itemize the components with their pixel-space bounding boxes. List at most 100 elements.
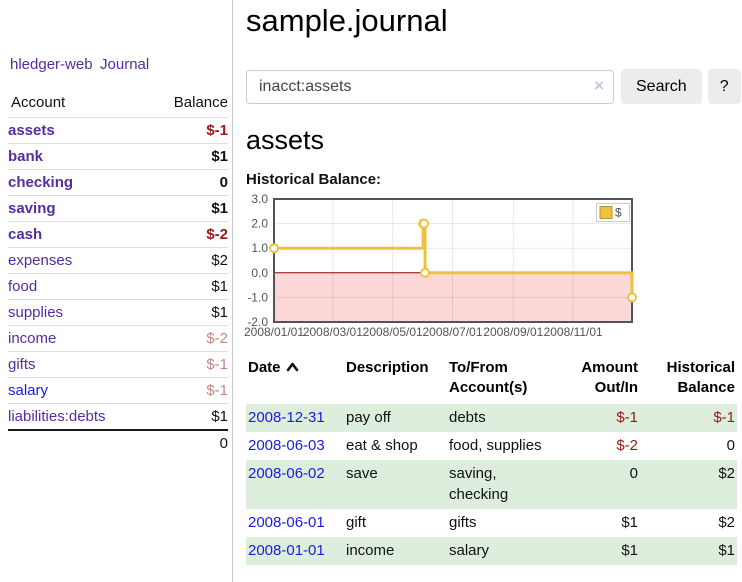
- app-brand-link[interactable]: hledger-web: [10, 56, 93, 73]
- account-row: assets $-1: [8, 117, 228, 144]
- account-row: liabilities:debts $1: [8, 403, 228, 430]
- transaction-accounts: gifts: [449, 514, 477, 531]
- column-header-balance: Historical Balance: [666, 359, 735, 396]
- accounts-total: 0: [8, 429, 228, 456]
- account-row: income $-2: [8, 325, 228, 352]
- account-row: saving $1: [8, 195, 228, 222]
- account-link[interactable]: expenses: [8, 252, 73, 269]
- transaction-amount: 0: [629, 465, 638, 482]
- account-balance: $1: [158, 143, 228, 170]
- account-link[interactable]: cash: [8, 226, 43, 243]
- account-tree-header: Account Balance: [8, 90, 228, 118]
- svg-text:$: $: [615, 206, 622, 220]
- account-balance: $-1: [158, 117, 228, 144]
- search-box: ×: [246, 69, 614, 104]
- transaction-amount: $-2: [616, 437, 638, 454]
- account-row: supplies $1: [8, 299, 228, 326]
- account-link[interactable]: salary: [8, 382, 49, 399]
- account-link[interactable]: bank: [8, 148, 44, 165]
- account-balance: $1: [158, 273, 228, 300]
- transaction-amount: $-1: [616, 409, 638, 426]
- balance-column-header: Balance: [173, 94, 228, 111]
- transaction-date-link[interactable]: 2008-06-02: [248, 465, 325, 482]
- account-link[interactable]: liabilities:debts: [8, 408, 106, 425]
- transaction-accounts: saving, checking: [449, 465, 509, 503]
- transaction-amount: $1: [621, 514, 638, 531]
- transaction-balance: $2: [718, 514, 735, 531]
- account-balance: $1: [158, 403, 228, 430]
- account-row: checking 0: [8, 169, 228, 196]
- account-heading: assets: [246, 125, 325, 155]
- column-header-amount: Amount Out/In: [581, 359, 638, 396]
- account-balance: $1: [158, 195, 228, 222]
- register-row: 2008-06-01 gift gifts $1 $2: [246, 509, 737, 537]
- account-link[interactable]: food: [8, 278, 38, 295]
- account-balance: $-2: [158, 325, 228, 352]
- transaction-amount: $1: [621, 542, 638, 559]
- account-row: expenses $2: [8, 247, 228, 274]
- svg-text:2.0: 2.0: [251, 217, 268, 231]
- sort-ascending-icon: [286, 358, 299, 378]
- transaction-description: pay off: [346, 409, 391, 426]
- register-row: 2008-06-03 eat & shop food, supplies $-2 0: [246, 432, 737, 460]
- register-table: Date Description To/From Account(s) Amou…: [246, 356, 737, 565]
- svg-text:1.0: 1.0: [251, 241, 268, 255]
- historical-balance-chart: $3.0 2.0 1.0 0.0 -1.0 -2.02008/01/012008/03/0…: [244, 192, 637, 339]
- search-button[interactable]: Search: [621, 69, 702, 104]
- search-input[interactable]: [246, 69, 614, 104]
- transaction-description: eat & shop: [346, 437, 418, 454]
- account-row: salary $-1: [8, 377, 228, 404]
- account-row: food $1: [8, 273, 228, 300]
- account-link[interactable]: supplies: [8, 304, 64, 321]
- svg-text:2008/03/01: 2008/03/01: [303, 325, 363, 339]
- svg-text:2008/09/01: 2008/09/01: [483, 325, 543, 339]
- transaction-date-link[interactable]: 2008-06-03: [248, 437, 325, 454]
- svg-text:2008/07/01: 2008/07/01: [422, 325, 482, 339]
- transaction-date-link[interactable]: 2008-12-31: [248, 409, 325, 426]
- account-tree: Account Balance assets $-1 bank $1 checking 0…: [8, 90, 228, 456]
- sidebar: hledger-web Journal Account Balance asse…: [0, 0, 233, 582]
- transaction-balance: $2: [718, 465, 735, 482]
- main-content: sample.journal × Search ? assets Histori…: [233, 0, 742, 582]
- column-header-date[interactable]: Date: [246, 356, 344, 404]
- register-table-body: 2008-12-31 pay off debts $-1 $-1 2008-06-03 ea…: [246, 404, 737, 565]
- account-link[interactable]: assets: [8, 122, 55, 139]
- register-header-row: Date Description To/From Account(s) Amou…: [246, 356, 737, 404]
- transaction-date-link[interactable]: 2008-01-01: [248, 542, 325, 559]
- clear-search-icon[interactable]: ×: [594, 75, 604, 95]
- account-link[interactable]: gifts: [8, 356, 36, 373]
- search-form: × Search ?: [246, 69, 742, 104]
- svg-text:2008/11/01: 2008/11/01: [544, 325, 603, 339]
- chart-title: Historical Balance:: [246, 171, 382, 188]
- account-tree-body: assets $-1 bank $1 checking 0 saving $1 cash $-2 e…: [8, 117, 228, 456]
- transaction-accounts: salary: [449, 542, 490, 559]
- account-link[interactable]: checking: [8, 174, 74, 191]
- svg-text:0.0: 0.0: [251, 266, 268, 280]
- svg-text:2008/01/01: 2008/01/01: [244, 325, 304, 339]
- account-column-header: Account: [11, 94, 66, 111]
- account-link[interactable]: saving: [8, 200, 56, 217]
- account-balance: $-1: [158, 377, 228, 404]
- svg-text:-2.0: -2.0: [247, 315, 268, 329]
- account-row: gifts $-1: [8, 351, 228, 378]
- column-header-accounts: To/From Account(s): [449, 359, 528, 396]
- transaction-date-link[interactable]: 2008-06-01: [248, 514, 325, 531]
- transaction-description: gift: [346, 514, 367, 531]
- sidebar-item-journal[interactable]: Journal: [100, 56, 150, 73]
- account-row: bank $1: [8, 143, 228, 170]
- account-balance: $-1: [158, 351, 228, 378]
- transaction-description: save: [346, 465, 378, 482]
- transaction-description: income: [346, 542, 395, 559]
- account-row: cash $-2: [8, 221, 228, 248]
- svg-text:3.0: 3.0: [251, 192, 268, 206]
- register-row: 2008-12-31 pay off debts $-1 $-1: [246, 404, 737, 432]
- help-button[interactable]: ?: [707, 69, 741, 104]
- transaction-accounts: food, supplies: [449, 437, 542, 454]
- svg-text:2008/05/01: 2008/05/01: [363, 325, 423, 339]
- account-link[interactable]: income: [8, 330, 57, 347]
- register-row: 2008-01-01 income salary $1 $1: [246, 537, 737, 565]
- page-title: sample.journal: [246, 3, 448, 38]
- transaction-balance: $-1: [713, 409, 735, 426]
- transaction-balance: 0: [726, 437, 735, 454]
- transaction-accounts: debts: [449, 409, 486, 426]
